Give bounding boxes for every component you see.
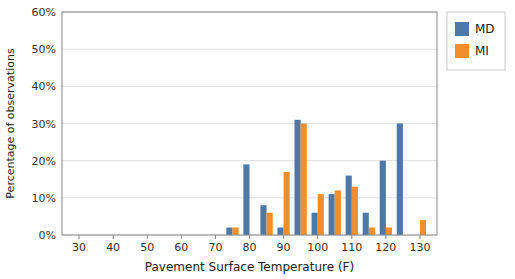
x-tick-label: 110 <box>341 241 362 254</box>
y-tick-label: 50% <box>32 43 56 56</box>
legend: MD MI <box>447 12 505 70</box>
bar <box>243 164 249 235</box>
y-axis-label: Percentage of observations <box>4 48 17 199</box>
y-tick-label: 60% <box>32 6 56 19</box>
grid-line <box>62 86 437 87</box>
x-tick <box>215 235 216 239</box>
grid-line <box>62 49 437 50</box>
bar <box>386 228 392 235</box>
bar <box>295 120 301 235</box>
x-tick <box>113 235 114 239</box>
legend-swatch <box>455 44 469 58</box>
x-tick <box>249 235 250 239</box>
x-tick-label: 100 <box>307 241 328 254</box>
x-tick-label: 50 <box>140 241 154 254</box>
x-tick-label: 60 <box>174 241 188 254</box>
bar <box>284 172 290 235</box>
grid-line <box>62 123 437 124</box>
x-tick-label: 130 <box>409 241 430 254</box>
x-tick-label: 80 <box>243 241 257 254</box>
x-tick <box>79 235 80 239</box>
bar <box>312 213 318 235</box>
x-tick <box>385 235 386 239</box>
bar <box>420 220 426 235</box>
bar <box>363 213 369 235</box>
bar <box>346 176 352 235</box>
chart: 0% 10% 20% 30% 40% 50% 60% 30 40 50 60 70 80 90 100 110… <box>0 0 515 279</box>
x-tick <box>317 235 318 239</box>
bar <box>318 194 324 235</box>
x-tick <box>181 235 182 239</box>
bar <box>369 228 375 235</box>
x-tick <box>419 235 420 239</box>
x-tick-label: 90 <box>277 241 291 254</box>
y-tick-label: 40% <box>32 80 56 93</box>
x-tick-label: 70 <box>208 241 222 254</box>
bars <box>226 120 426 235</box>
bar <box>380 161 386 235</box>
x-tick-label: 30 <box>72 241 86 254</box>
x-axis-label: Pavement Surface Temperature (F) <box>145 260 354 274</box>
x-tick-label: 120 <box>375 241 396 254</box>
bar <box>267 213 273 235</box>
x-tick-label: 40 <box>106 241 120 254</box>
x-tick <box>351 235 352 239</box>
bar <box>260 205 266 235</box>
bar <box>397 124 403 236</box>
x-tick <box>283 235 284 239</box>
bar <box>329 194 335 235</box>
y-tick-label: 10% <box>32 192 56 205</box>
plot-frame <box>62 12 437 235</box>
bar <box>301 124 307 236</box>
bar <box>352 187 358 235</box>
bar <box>277 228 283 235</box>
x-tick <box>147 235 148 239</box>
bar <box>232 228 238 235</box>
legend-label: MI <box>475 44 489 58</box>
legend-label: MD <box>475 22 495 36</box>
y-tick-label: 30% <box>32 118 56 131</box>
legend-swatch <box>455 22 469 36</box>
y-tick-label: 0% <box>39 229 56 242</box>
bar <box>335 190 341 235</box>
bar <box>226 228 232 235</box>
legend-frame <box>447 12 505 70</box>
y-tick-label: 20% <box>32 155 56 168</box>
